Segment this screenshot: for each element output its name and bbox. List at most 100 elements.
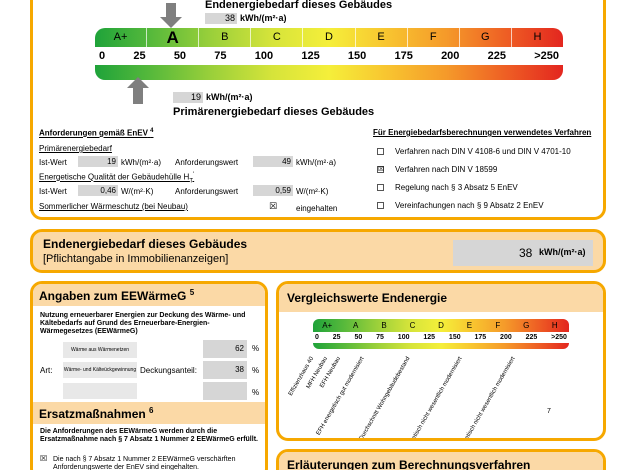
comparison-number-row: 0 25 50 75 100 125 150 175 200 225 >250 — [313, 332, 569, 343]
cmp-tick: 200 — [500, 334, 512, 341]
scale-tick: 50 — [173, 50, 187, 62]
scale-number-row: 0 25 50 75 100 125 150 175 200 225 >250 — [95, 47, 563, 65]
end-energy-arrow-icon — [160, 17, 182, 28]
primary-energy-arrow-stem — [133, 88, 143, 104]
class-d: D — [303, 28, 356, 47]
scale-tick: 175 — [394, 50, 413, 62]
eewg-row-2-name: Wärme- und Kälteückgewinnung — [63, 362, 137, 378]
summer-status: eingehalten — [296, 204, 338, 213]
method-checkbox[interactable] — [377, 202, 384, 209]
eewaermeg-description: Nutzung erneuerbarer Energien zur Deckun… — [40, 312, 246, 335]
cmp-tick: 100 — [397, 334, 410, 341]
cmp-tick: 75 — [376, 334, 384, 341]
eewg-row-1-unit: % — [252, 344, 260, 353]
ist-value: 19 — [78, 156, 118, 167]
primary-energy-title: Primärenergiebedarf dieses Gebäudes — [173, 106, 375, 118]
scale-tick: 125 — [301, 50, 320, 62]
comparison-number-band — [313, 332, 569, 343]
scale-tick: 150 — [347, 50, 367, 62]
scale-tick: 75 — [214, 50, 227, 62]
end-energy-title: Endenergiebedarf dieses Gebäudes — [205, 0, 393, 11]
cmp-tick: 225 — [525, 334, 538, 341]
cmp-class: E — [466, 321, 473, 330]
primary-energy-value: 19 — [173, 92, 203, 103]
explanation-panel: Erläuterungen zum Berechnungsverfahren — [276, 449, 606, 470]
scale-tick: 200 — [441, 50, 460, 62]
eewg-row-3-value — [203, 382, 247, 400]
cmp-tick: 175 — [474, 334, 487, 341]
eewg-row-3-unit: % — [252, 388, 260, 397]
eewg-row-1-value: 62 — [203, 340, 247, 358]
energy-class-row: A+ A B C D E F G H — [95, 28, 563, 47]
cmp-tick: 50 — [354, 334, 363, 341]
eewg-row-2-value: 38 — [203, 361, 247, 379]
anf-unit: kWh/(m²·a) — [296, 158, 336, 167]
scale-numbers-band — [95, 47, 563, 65]
anf-label: Anforderungswert — [175, 158, 239, 167]
class-a-plus: A+ — [95, 28, 148, 47]
eewg-row-1-name: Wärme aus Wärmenetzen — [63, 342, 137, 358]
methods-heading: Für Energiebedarfsberechnungen verwendet… — [373, 128, 592, 137]
method-label: Vereinfachungen nach § 9 Absatz 2 EnEV — [395, 201, 544, 210]
eewg-row-2-unit: % — [252, 366, 260, 375]
scale-tick: 0 — [99, 50, 106, 62]
energy-demand-panel: Endenergiebedarf dieses Gebäudes 38 kWh/… — [30, 0, 606, 220]
end-energy-summary-panel: Endenergiebedarf dieses Gebäudes [Pflich… — [30, 229, 606, 273]
class-a: A — [147, 28, 200, 47]
summary-unit: kWh/(m²·a) — [539, 247, 586, 257]
ist2-unit: W/(m²·K) — [121, 187, 154, 196]
cmp-class: A — [352, 321, 359, 330]
class-f: F — [408, 28, 460, 47]
cmp-tick: 125 — [423, 334, 436, 341]
cmp-tick: 25 — [332, 334, 341, 341]
cmp-class: H — [551, 321, 558, 330]
scale-tick: >250 — [534, 50, 559, 62]
energy-scale-bar: A+ A B C D E F G H 0 25 50 75 100 125 15… — [95, 28, 563, 80]
summer-check-icon[interactable]: ☒ — [269, 201, 278, 211]
comparison-scale-bar: A+ A B C D E F G H 0 25 50 75 100 125 15… — [313, 319, 569, 349]
deckung-label: Deckungsanteil: — [140, 366, 197, 375]
eewaermeg-header: Angaben zum EEWärmeG 5 — [33, 284, 265, 306]
end-energy-value: 38 — [205, 13, 237, 24]
method-label: Verfahren nach DIN V 4108-6 und DIN V 47… — [395, 147, 571, 156]
class-h: H — [533, 31, 542, 43]
cmp-tick: >250 — [551, 334, 567, 341]
class-c: C — [251, 28, 304, 47]
cmp-class: G — [523, 321, 530, 330]
class-b: B — [199, 28, 252, 47]
comparison-class-row: A+ A B C D E F G H — [313, 319, 569, 332]
ersatz-item: Die nach § 7 Absatz 1 Nummer 2 EEWärmeG … — [53, 456, 236, 470]
method-checkbox[interactable] — [377, 148, 384, 155]
method-checkbox[interactable] — [377, 184, 384, 191]
comparison-footnote: 7 — [547, 408, 551, 415]
ist2-label: Ist-Wert — [39, 187, 67, 196]
anf2-value: 0,59 — [253, 185, 293, 196]
anf-value: 49 — [253, 156, 293, 167]
art-label: Art: — [40, 366, 53, 375]
cmp-class: C — [409, 321, 416, 330]
comparison-label: MFH energetisch nicht wesentlich moderni… — [395, 356, 464, 441]
envelope-label: Energetische Qualität der Gebäudehülle H… — [39, 172, 195, 185]
summary-subtitle: [Pflichtangabe in Immobilienanzeigen] — [43, 253, 229, 265]
ersatz-header: Ersatzmaßnahmen 6 — [33, 402, 265, 424]
comparison-label: EFH energetisch nicht wesentlich moderni… — [449, 356, 517, 441]
method-checkbox[interactable]: ☒ — [377, 166, 385, 173]
ersatz-description: Die Anforderungen des EEWärmeG werden du… — [40, 428, 258, 443]
primary-energy-unit: kWh/(m²·a) — [206, 92, 253, 102]
comparison-panel: Vergleichswerte Endenergie A+ A B C D E … — [276, 281, 606, 441]
end-energy-unit: kWh/(m²·a) — [240, 13, 287, 23]
cmp-tick: 150 — [448, 334, 461, 341]
summer-protection-label: Sommerlicher Wärmeschutz (bei Neubau) — [39, 202, 188, 211]
summary-title: Endenergiebedarf dieses Gebäudes — [43, 237, 248, 251]
ersatz-check-icon[interactable]: ☒ — [40, 454, 48, 463]
scale-tick: 225 — [487, 50, 506, 62]
explanation-header: Erläuterungen zum Berechnungsverfahren — [279, 452, 603, 470]
comparison-header: Vergleichswerte Endenergie — [279, 284, 603, 312]
eewaermeg-panel: Angaben zum EEWärmeG 5 Nutzung erneuerba… — [30, 281, 268, 470]
ist-unit: kWh/(m²·a) — [121, 158, 161, 167]
anf2-unit: W/(m²·K) — [296, 187, 329, 196]
cmp-class: A+ — [322, 321, 333, 330]
method-label: Verfahren nach DIN V 18599 — [395, 165, 498, 174]
class-g: G — [460, 28, 512, 47]
primary-energy-label: Primärenergiebedarf — [39, 144, 112, 153]
